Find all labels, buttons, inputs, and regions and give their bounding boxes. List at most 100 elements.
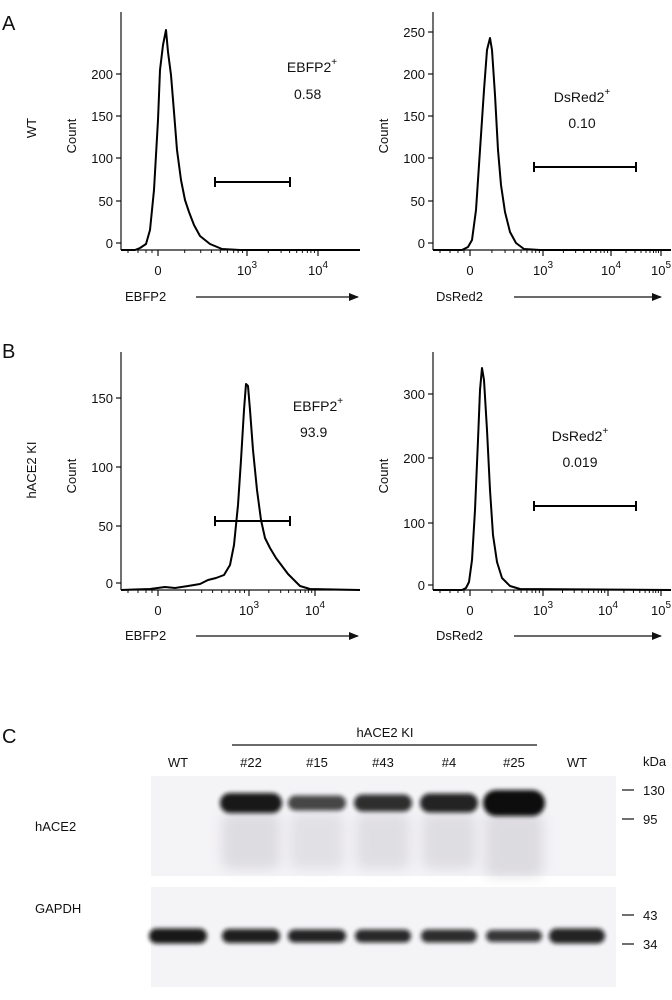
x-tick-label: 104 [308, 260, 328, 278]
flow-plot-wt-ebfp2: 0 50 100 150 200 0 103 104 Count EBFP2 EBFP2+ 0.58 [64, 12, 360, 304]
band-smear [222, 813, 280, 869]
protein-band [486, 930, 542, 942]
lane-label: #43 [372, 755, 394, 770]
flow-plot-ki-ebfp2: 0 50 100 150 0 103 104 Count EBFP2 EBFP2+ 93.9 [64, 352, 361, 643]
lane-label: WT [168, 755, 188, 770]
flow-plot-ki-dsred2: 0 100 200 300 0 103 104 105 Count DsRed2 DsRed2+ 0.… [376, 352, 671, 643]
lane-labels: WT #22 #15 #43 #4 #25 WT [168, 755, 587, 770]
y-axis-label: Count [376, 458, 391, 493]
x-tick-label: 103 [533, 260, 553, 278]
protein-band [288, 795, 346, 811]
y-tick-label: 100 [91, 460, 113, 475]
bands-hace2 [220, 790, 545, 877]
histogram-curve [433, 37, 671, 251]
x-axis-label: DsRed2 [436, 628, 483, 643]
y-tick-label: 50 [411, 194, 425, 209]
x-tick-label: 103 [533, 600, 553, 618]
row-label-hace2-ki: hACE2 KI [24, 441, 39, 498]
protein-band [549, 928, 605, 944]
x-tick-label: 0 [466, 263, 473, 278]
blot-label-gapdh: GAPDH [35, 901, 81, 916]
band-smear [422, 813, 476, 869]
y-tick-label: 300 [403, 387, 425, 402]
x-axis-label: EBFP2 [125, 628, 166, 643]
flow-plot-wt-dsred2: 0 50 100 150 200 250 0 103 104 105 Count DsRed2 DsRe… [376, 12, 671, 304]
protein-band [483, 790, 545, 816]
gate-percentage: 0.019 [562, 454, 597, 470]
x-tick-label: 0 [154, 263, 161, 278]
y-tick-label: 100 [91, 151, 113, 166]
histogram-curve [433, 367, 672, 591]
y-tick-label: 150 [91, 109, 113, 124]
mw-marker-label: 43 [643, 908, 657, 923]
band-smear [290, 813, 344, 869]
mw-markers: 130 95 43 34 [622, 783, 665, 952]
y-tick-label: 0 [106, 576, 113, 591]
row-label-wt: WT [24, 118, 39, 138]
x-tick-label: 0 [466, 603, 473, 618]
gate-percentage: 0.10 [568, 115, 595, 131]
gate-label: DsRed2+ [554, 87, 611, 105]
protein-band [421, 929, 477, 943]
protein-band [420, 793, 478, 813]
y-tick-label: 150 [403, 109, 425, 124]
protein-band [355, 929, 411, 943]
panel-label-a: A [2, 13, 16, 35]
y-tick-label: 200 [91, 67, 113, 82]
group-label: hACE2 KI [356, 725, 413, 740]
y-tick-label: 200 [403, 67, 425, 82]
band-smear [356, 813, 410, 869]
gate-label: EBFP2+ [293, 396, 343, 414]
y-tick-label: 100 [403, 516, 425, 531]
protein-band [288, 929, 346, 943]
x-tick-label: 104 [598, 600, 618, 618]
mw-unit-label: kDa [643, 754, 667, 769]
x-tick-label: 103 [237, 260, 257, 278]
x-tick-label: 105 [651, 260, 671, 278]
y-tick-label: 200 [403, 451, 425, 466]
mw-marker-label: 130 [643, 783, 665, 798]
protein-band [220, 793, 282, 813]
y-tick-label: 150 [91, 391, 113, 406]
x-tick-label: 103 [239, 600, 259, 618]
lane-label: #4 [442, 755, 456, 770]
mw-marker-label: 95 [643, 812, 657, 827]
histogram-curve [120, 383, 361, 591]
y-axis-label: Count [376, 118, 391, 153]
y-tick-label: 0 [106, 236, 113, 251]
lane-label: #25 [503, 755, 525, 770]
gate-label: DsRed2+ [552, 426, 609, 444]
blot-label-hace2: hACE2 [35, 819, 76, 834]
lane-label: WT [567, 755, 587, 770]
x-tick-label: 0 [154, 603, 161, 618]
gate-percentage: 0.58 [294, 86, 321, 102]
gate-label: EBFP2+ [287, 57, 337, 75]
gate-percentage: 93.9 [300, 424, 327, 440]
protein-band [222, 929, 280, 943]
lane-label: #15 [306, 755, 328, 770]
lane-label: #22 [240, 755, 262, 770]
protein-band [149, 928, 207, 944]
y-tick-label: 250 [403, 25, 425, 40]
mw-marker-label: 34 [643, 937, 657, 952]
y-tick-label: 0 [418, 578, 425, 593]
histogram-curve [121, 29, 360, 251]
bands-gapdh [149, 928, 605, 944]
protein-band [354, 794, 412, 812]
x-tick-label: 104 [305, 600, 325, 618]
y-axis-label: Count [64, 458, 79, 493]
x-axis-label: DsRed2 [436, 289, 483, 304]
panel-label-b: B [2, 341, 15, 363]
western-blot: hACE2 KI WT #22 #15 #43 #4 #25 WT kDa hACE2 GA… [35, 725, 667, 987]
x-axis-label: EBFP2 [125, 289, 166, 304]
panel-label-c: C [2, 726, 16, 748]
x-tick-label: 105 [651, 600, 671, 618]
y-tick-label: 50 [99, 194, 113, 209]
x-tick-label: 104 [601, 260, 621, 278]
y-tick-label: 50 [99, 519, 113, 534]
y-axis-label: Count [64, 118, 79, 153]
y-tick-label: 0 [418, 236, 425, 251]
y-tick-label: 100 [403, 151, 425, 166]
band-smear [485, 813, 543, 877]
